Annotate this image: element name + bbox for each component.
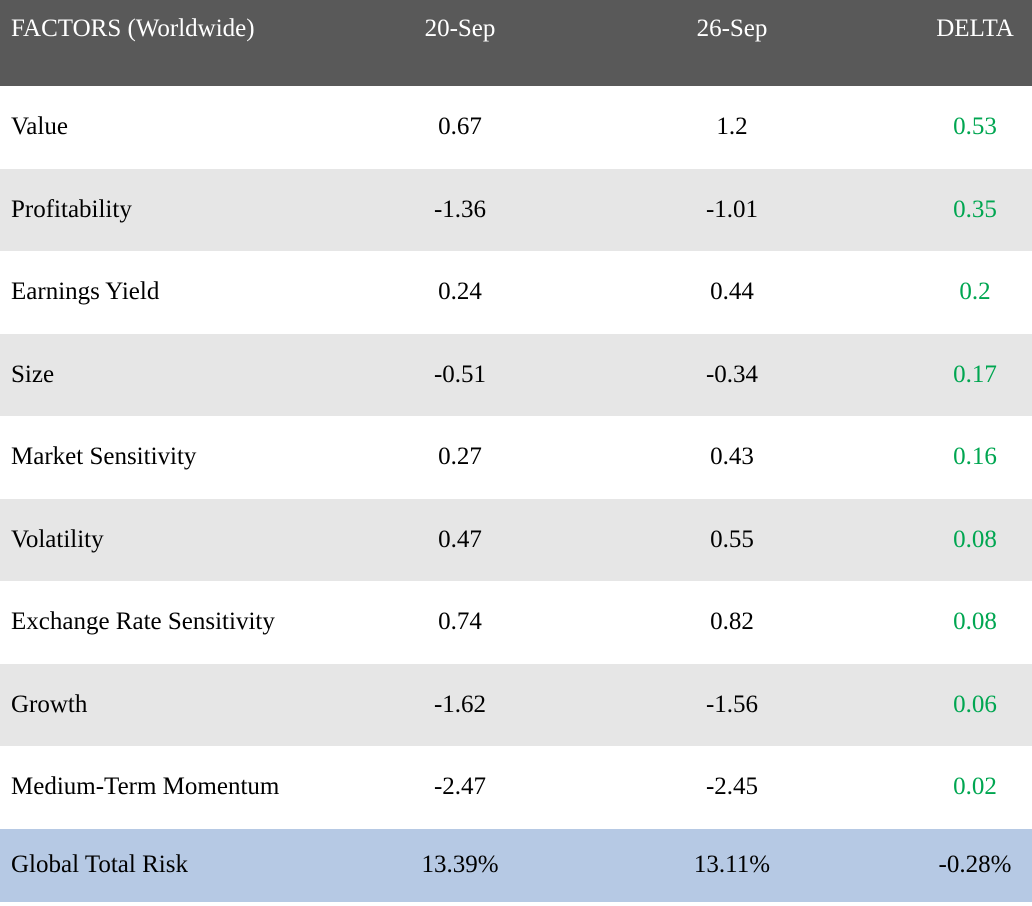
- value-20sep: -0.51: [374, 333, 546, 416]
- value-26sep: 0.82: [546, 581, 918, 664]
- header-date-26sep: 26-Sep: [546, 0, 918, 86]
- factor-label: Volatility: [0, 498, 374, 581]
- value-20sep: -1.62: [374, 663, 546, 746]
- value-26sep: 0.43: [546, 416, 918, 499]
- value-20sep: 0.27: [374, 416, 546, 499]
- factor-label: Market Sensitivity: [0, 416, 374, 499]
- table-row-volatility: Volatility 0.47 0.55 0.08: [0, 498, 1032, 581]
- header-factors: FACTORS (Worldwide): [0, 0, 374, 86]
- value-26sep: -1.01: [546, 168, 918, 251]
- value-20sep: 0.67: [374, 86, 546, 169]
- value-26sep: 0.55: [546, 498, 918, 581]
- table-row-profitability: Profitability -1.36 -1.01 0.35: [0, 168, 1032, 251]
- delta-value: 0.08: [918, 581, 1032, 664]
- header-row: FACTORS (Worldwide) 20-Sep 26-Sep DELTA: [0, 0, 1032, 86]
- value-20sep: 0.74: [374, 581, 546, 664]
- header-delta: DELTA: [918, 0, 1032, 86]
- value-26sep: -1.56: [546, 663, 918, 746]
- table-row-market-sensitivity: Market Sensitivity 0.27 0.43 0.16: [0, 416, 1032, 499]
- factor-label: Earnings Yield: [0, 251, 374, 334]
- delta-value: 0.53: [918, 86, 1032, 169]
- table-row-earnings-yield: Earnings Yield 0.24 0.44 0.2: [0, 251, 1032, 334]
- header-date-20sep: 20-Sep: [374, 0, 546, 86]
- value-26sep: 1.2: [546, 86, 918, 169]
- total-26sep: 13.11%: [546, 828, 918, 902]
- factor-label: Growth: [0, 663, 374, 746]
- total-label: Global Total Risk: [0, 828, 374, 902]
- factor-label: Profitability: [0, 168, 374, 251]
- factor-label: Size: [0, 333, 374, 416]
- delta-value: 0.06: [918, 663, 1032, 746]
- delta-value: 0.35: [918, 168, 1032, 251]
- table-row-size: Size -0.51 -0.34 0.17: [0, 333, 1032, 416]
- delta-value: 0.02: [918, 746, 1032, 829]
- delta-value: 0.17: [918, 333, 1032, 416]
- delta-value: 0.2: [918, 251, 1032, 334]
- factor-label: Exchange Rate Sensitivity: [0, 581, 374, 664]
- total-20sep: 13.39%: [374, 828, 546, 902]
- value-20sep: -1.36: [374, 168, 546, 251]
- table-row-exchange-rate-sensitivity: Exchange Rate Sensitivity 0.74 0.82 0.08: [0, 581, 1032, 664]
- value-20sep: -2.47: [374, 746, 546, 829]
- delta-value: 0.08: [918, 498, 1032, 581]
- value-26sep: -0.34: [546, 333, 918, 416]
- total-delta: -0.28%: [918, 828, 1032, 902]
- table-row-value: Value 0.67 1.2 0.53: [0, 86, 1032, 169]
- table-row-growth: Growth -1.62 -1.56 0.06: [0, 663, 1032, 746]
- total-row-global-total-risk: Global Total Risk 13.39% 13.11% -0.28%: [0, 828, 1032, 902]
- value-26sep: -2.45: [546, 746, 918, 829]
- factor-label: Medium-Term Momentum: [0, 746, 374, 829]
- factor-label: Value: [0, 86, 374, 169]
- table-row-medium-term-momentum: Medium-Term Momentum -2.47 -2.45 0.02: [0, 746, 1032, 829]
- value-26sep: 0.44: [546, 251, 918, 334]
- value-20sep: 0.24: [374, 251, 546, 334]
- delta-value: 0.16: [918, 416, 1032, 499]
- value-20sep: 0.47: [374, 498, 546, 581]
